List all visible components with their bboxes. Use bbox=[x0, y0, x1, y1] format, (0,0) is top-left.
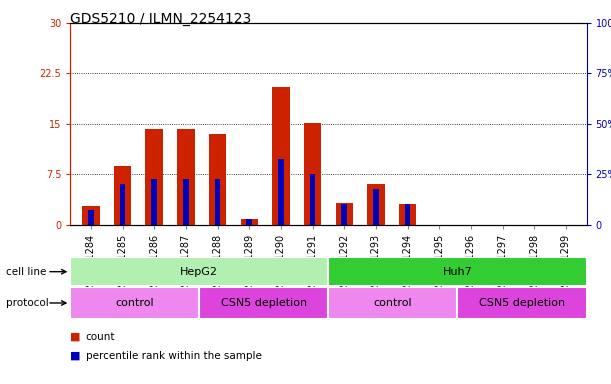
Text: Huh7: Huh7 bbox=[442, 266, 472, 277]
Text: CSN5 depletion: CSN5 depletion bbox=[479, 298, 565, 308]
Text: protocol: protocol bbox=[6, 298, 49, 308]
Text: ■: ■ bbox=[70, 332, 81, 342]
Bar bbox=[458, 287, 587, 319]
Bar bbox=[367, 184, 385, 225]
Bar bbox=[272, 87, 290, 225]
Bar bbox=[145, 129, 163, 225]
Bar bbox=[304, 123, 321, 225]
Text: percentile rank within the sample: percentile rank within the sample bbox=[86, 351, 262, 361]
Bar bbox=[214, 179, 221, 225]
Bar bbox=[70, 287, 199, 319]
Text: GDS5210 / ILMN_2254123: GDS5210 / ILMN_2254123 bbox=[70, 12, 252, 25]
Bar bbox=[82, 206, 100, 225]
Bar bbox=[88, 210, 93, 225]
Text: CSN5 depletion: CSN5 depletion bbox=[221, 298, 307, 308]
Text: count: count bbox=[86, 332, 115, 342]
Bar bbox=[70, 257, 329, 286]
Bar bbox=[329, 257, 587, 286]
Bar bbox=[209, 134, 226, 225]
Bar bbox=[335, 203, 353, 225]
Text: ■: ■ bbox=[70, 351, 81, 361]
Text: HepG2: HepG2 bbox=[180, 266, 218, 277]
Bar bbox=[120, 184, 125, 225]
Bar bbox=[278, 159, 284, 225]
Bar bbox=[183, 179, 189, 225]
Bar bbox=[404, 205, 411, 225]
Bar bbox=[177, 129, 194, 225]
Bar bbox=[342, 205, 347, 225]
Text: cell line: cell line bbox=[6, 266, 46, 277]
Bar bbox=[373, 189, 379, 225]
Bar bbox=[199, 287, 329, 319]
Bar bbox=[329, 287, 458, 319]
Bar bbox=[246, 218, 252, 225]
Text: control: control bbox=[374, 298, 412, 308]
Bar bbox=[241, 219, 258, 225]
Bar bbox=[399, 204, 416, 225]
Text: control: control bbox=[115, 298, 154, 308]
Bar bbox=[114, 166, 131, 225]
Bar bbox=[310, 174, 315, 225]
Bar bbox=[152, 179, 157, 225]
